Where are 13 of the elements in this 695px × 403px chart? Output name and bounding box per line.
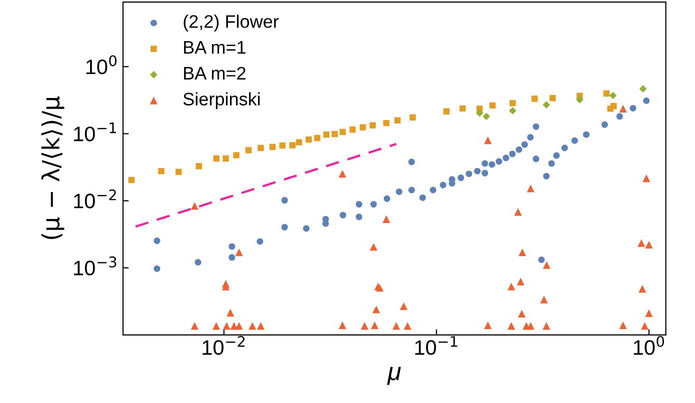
y-tick-label: 10$^{−3}$: [74, 256, 116, 276]
x-tick-label: 10$^{0}$: [634, 336, 664, 355]
legend-label: (2,2) Flower: [184, 14, 279, 32]
x-tick-label: 10$^{−2}$: [202, 336, 245, 355]
y-tick-label: 10$^{−2}$: [74, 189, 116, 208]
legend-label: Sierpinski: [183, 92, 260, 110]
y-tick-label: 10$^{0}$: [86, 55, 117, 74]
x-tick-label: 10$^{−1}$: [415, 336, 458, 355]
legend-label: BA m=1: [184, 41, 246, 54]
y-axis-title: (μ − λ/⟨k⟩)/μ: [41, 96, 64, 240]
y-tick-label: 10$^{−1}$: [74, 122, 116, 142]
x-axis-title: μ: [387, 366, 401, 385]
legend-label: BA m=2: [184, 66, 246, 80]
